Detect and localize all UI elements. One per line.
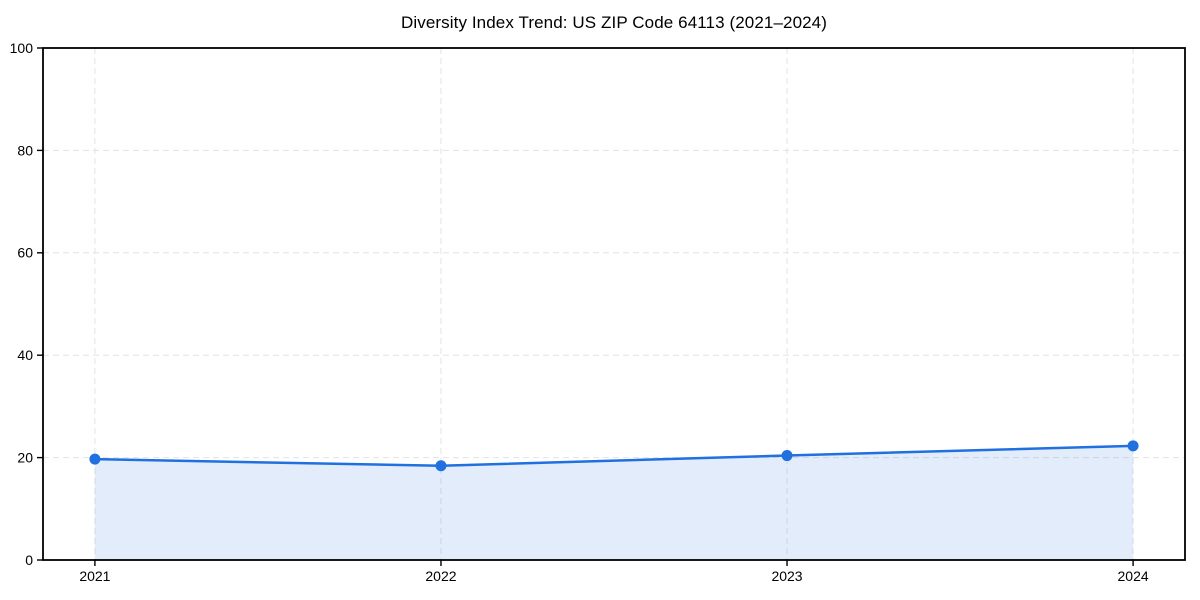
y-tick-label: 40 [17,347,33,363]
data-point-marker [781,450,793,462]
y-tick-label: 20 [17,450,33,466]
data-point-marker [435,460,447,472]
area-fill [94,445,1134,560]
data-point-marker [89,453,101,465]
chart-title: Diversity Index Trend: US ZIP Code 64113… [400,13,828,32]
trend-line [93,444,1135,468]
y-tick-label: 100 [10,40,34,56]
x-tick-label: 2021 [79,568,110,584]
y-tick-label: 80 [17,142,33,158]
x-tick-label: 2023 [771,568,802,584]
y-tick-label: 0 [25,552,33,568]
x-tick-label: 2024 [1118,568,1149,584]
data-point-marker [1127,440,1139,452]
x-tick-label: 2022 [425,568,456,584]
y-tick-label: 60 [17,245,33,261]
axis-frame [42,47,1186,561]
